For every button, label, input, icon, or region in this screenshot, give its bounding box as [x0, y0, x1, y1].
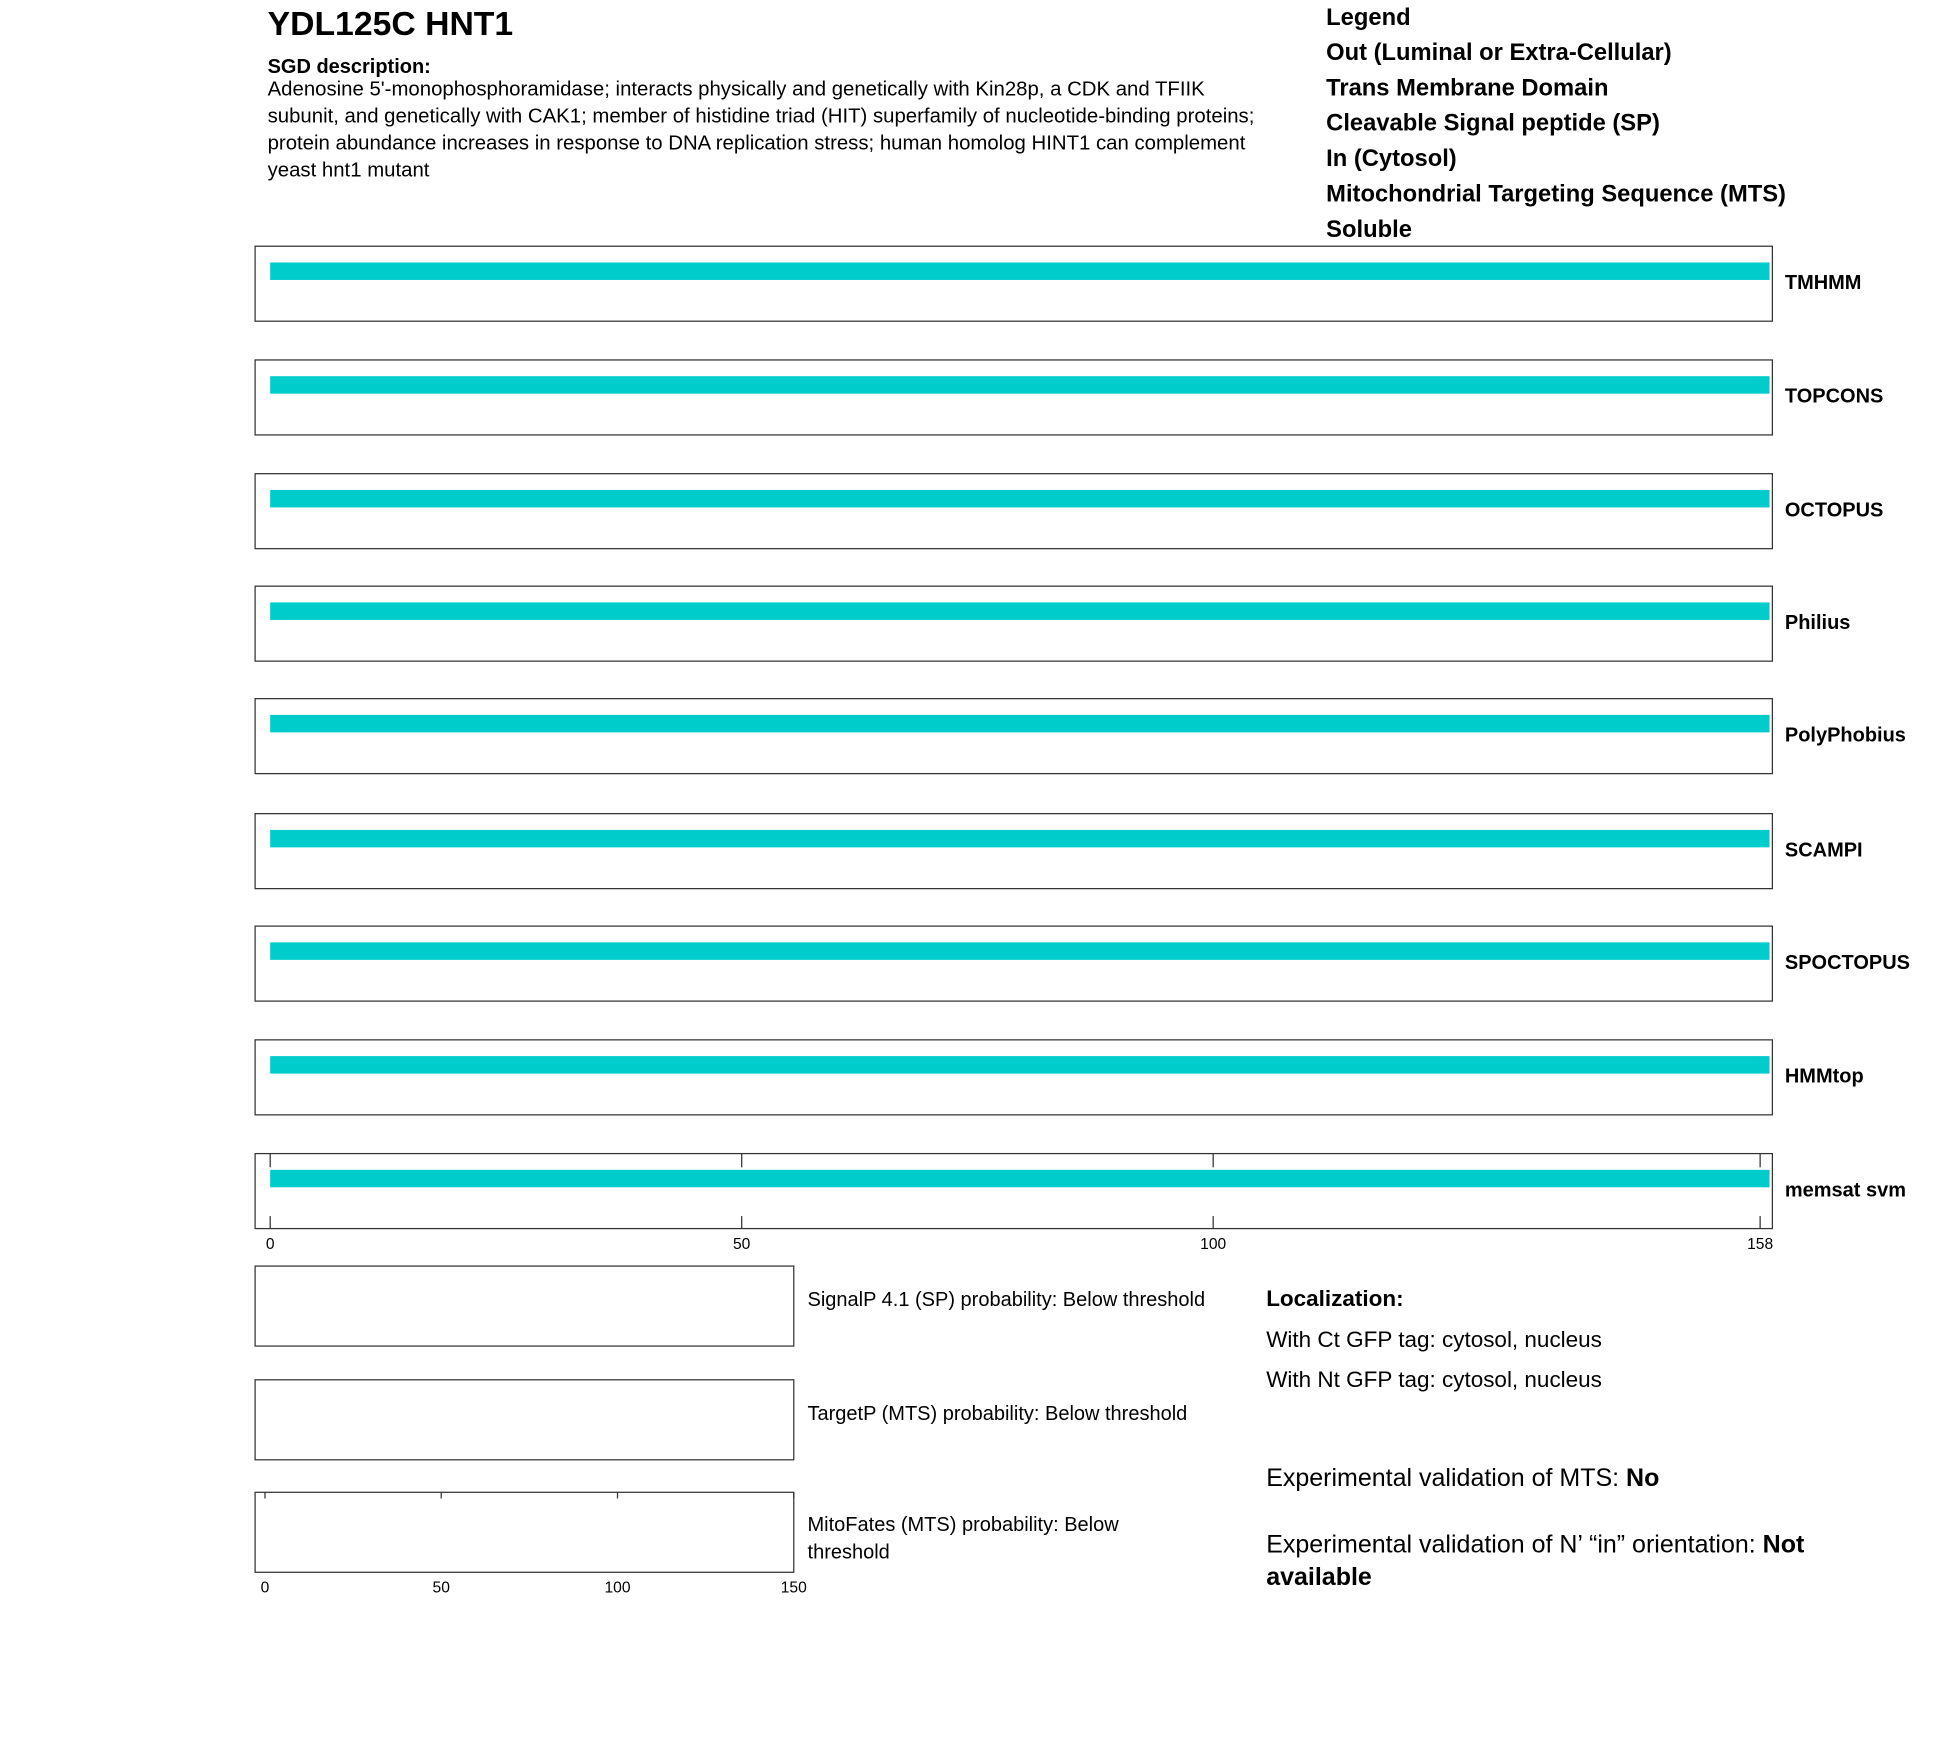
description-line: protein abundance increases in response …: [268, 133, 1246, 155]
x-tick-label: 100: [604, 1580, 630, 1597]
validation-value: Not available: [1266, 1531, 1805, 1592]
panel-label: MitoFates (MTS) probability: Below thres…: [807, 1514, 1119, 1564]
localization-line: With Nt GFP tag: cytosol, nucleus: [1266, 1367, 1602, 1392]
track-name: TOPCONS: [1785, 386, 1883, 408]
legend-item: Mitochondrial Targeting Sequence (MTS): [1326, 181, 1786, 207]
segment: [270, 262, 1770, 280]
validation-box: Experimental validation of N’ “in” orien…: [1266, 1529, 1828, 1594]
legend-item: Trans Membrane Domain: [1326, 75, 1608, 101]
track-name: Philius: [1785, 612, 1851, 634]
track-box: [254, 1152, 1774, 1230]
panel-label-box: SignalP 4.1 (SP) probability: Below thre…: [807, 1289, 1206, 1312]
legend-item: Soluble: [1326, 217, 1412, 243]
x-tick-label: 100: [1200, 1236, 1226, 1253]
panel-label: SignalP 4.1 (SP) probability: Below thre…: [807, 1289, 1206, 1312]
track-name: PolyPhobius: [1785, 724, 1906, 746]
validation-label: Experimental validation of MTS:: [1266, 1464, 1620, 1493]
legend-item: Out (Luminal or Extra-Cellular): [1326, 40, 1672, 66]
panel-box: [254, 1491, 795, 1573]
segment: [270, 942, 1770, 960]
x-tick-label: 0: [266, 1236, 275, 1253]
segment: [270, 376, 1770, 394]
track-name: SCAMPI: [1785, 839, 1863, 861]
localization-line: With Ct GFP tag: cytosol, nucleus: [1266, 1327, 1602, 1352]
panel-box: [254, 1379, 795, 1461]
validation: Experimental validation of MTS: No: [1266, 1462, 1828, 1494]
localization-title: Localization:: [1266, 1286, 1403, 1311]
validation-value: No: [1626, 1464, 1660, 1493]
description-label: SGD description:: [268, 56, 431, 78]
x-tick-label: 158: [1747, 1236, 1773, 1253]
track-box: [254, 1039, 1774, 1116]
legend-item: In (Cytosol): [1326, 146, 1457, 172]
description-line: yeast hnt1 mutant: [268, 160, 430, 182]
track-box: [254, 925, 1774, 1002]
track-name: OCTOPUS: [1785, 499, 1883, 521]
panel-label-box: MitoFates (MTS) probability: Below thres…: [807, 1514, 1119, 1564]
segment: [270, 714, 1770, 733]
panel-label-box: TargetP (MTS) probability: Below thresho…: [807, 1403, 1188, 1425]
description-line: subunit, and genetically with CAK1; memb…: [268, 105, 1255, 127]
track-name: memsat svm: [1785, 1179, 1906, 1201]
x-tick-label: 50: [733, 1236, 751, 1253]
legend-item: Cleavable Signal peptide (SP): [1326, 111, 1660, 137]
track-name: SPOCTOPUS: [1785, 952, 1910, 974]
track-box: [254, 585, 1774, 662]
x-tick-label: 50: [433, 1580, 451, 1597]
validation-label: Experimental validation of N’ “in” orien…: [1266, 1531, 1756, 1559]
segment: [270, 1056, 1770, 1074]
segment: [270, 602, 1770, 620]
validation-box: Experimental validation of MTS: No: [1266, 1462, 1828, 1494]
track-name: HMMtop: [1785, 1066, 1864, 1088]
panel-box: [254, 1265, 795, 1347]
validation: Experimental validation of N’ “in” orien…: [1266, 1529, 1828, 1594]
track-name: TMHMM: [1785, 272, 1862, 294]
x-tick-label: 0: [261, 1580, 270, 1597]
track-box: [254, 359, 1774, 436]
track-box: [254, 698, 1774, 775]
segment: [270, 489, 1770, 508]
description-line: Adenosine 5'-monophosphoramidase; intera…: [268, 78, 1206, 100]
segment: [270, 1169, 1770, 1188]
title: YDL125C HNT1: [268, 5, 514, 43]
track-box: [254, 473, 1774, 550]
panel-label: TargetP (MTS) probability: Below thresho…: [807, 1403, 1188, 1425]
segment: [270, 829, 1770, 848]
track-box: [254, 245, 1774, 322]
x-tick-label: 150: [781, 1580, 807, 1597]
legend-title: Legend: [1326, 5, 1410, 31]
track-box: [254, 813, 1774, 890]
